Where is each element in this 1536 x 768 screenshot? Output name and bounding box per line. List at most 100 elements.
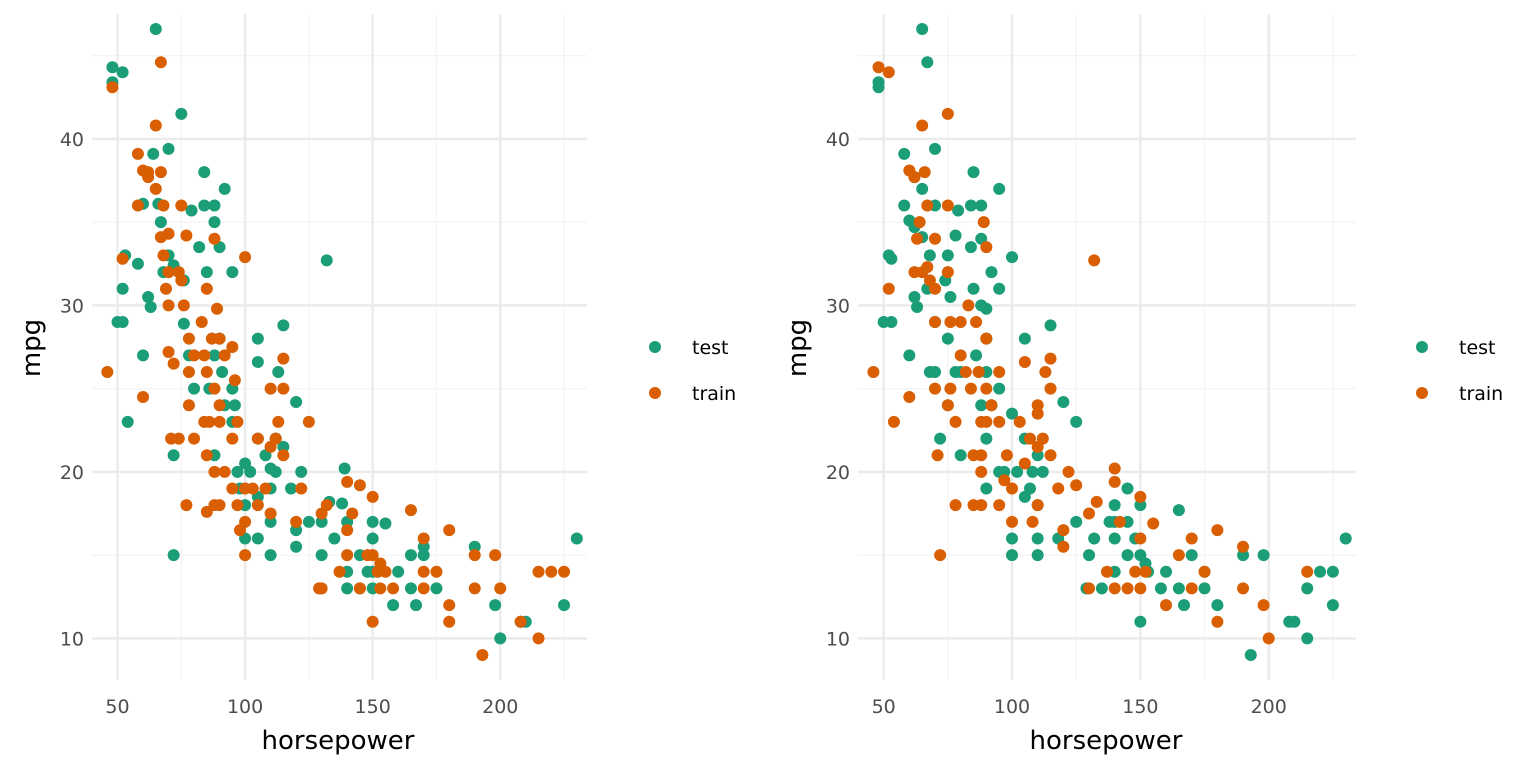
point-test-left (264, 515, 277, 528)
point-test-left (366, 515, 379, 528)
point-test-right (967, 166, 980, 179)
point-train-left (182, 365, 195, 378)
point-test-right (1006, 532, 1019, 545)
x-axis-title-left: horsepower (262, 726, 415, 756)
point-test-left (269, 465, 282, 478)
y-tick-label-left: 40 (60, 129, 84, 151)
point-test-right (1178, 599, 1191, 612)
point-train-left (180, 229, 193, 242)
point-test-right (1070, 415, 1083, 428)
point-train-left (251, 499, 264, 512)
point-train-left (269, 432, 282, 445)
point-train-right (1160, 599, 1173, 612)
point-test-right (1237, 549, 1250, 562)
point-train-right (1031, 499, 1044, 512)
point-test-right (1288, 615, 1301, 628)
point-test-left (167, 549, 180, 562)
point-test-left (116, 316, 129, 329)
panel-right: 50 100 150 200 10 20 30 40 horsepower mpg test … (783, 14, 1503, 756)
point-test-right (952, 204, 965, 217)
x-tick-label-left: 200 (482, 696, 518, 718)
point-test-right (929, 142, 942, 155)
point-test-right (1044, 319, 1057, 332)
point-train-right (975, 499, 988, 512)
point-test-right (1160, 565, 1173, 578)
point-test-left (193, 241, 206, 254)
point-test-left (302, 515, 315, 528)
point-train-left (545, 565, 558, 578)
point-train-right (1108, 582, 1121, 595)
point-test-right (1108, 532, 1121, 545)
point-train-left (218, 465, 231, 478)
point-test-left (295, 465, 308, 478)
y-axis-title-left: mpg (17, 319, 47, 377)
point-train-right (1023, 432, 1036, 445)
point-train-right (980, 415, 993, 428)
point-test-left (149, 22, 162, 35)
x-tick-label-left: 150 (355, 696, 391, 718)
point-train-left (200, 282, 213, 295)
point-train-left (198, 349, 211, 362)
point-test-left (392, 565, 405, 578)
point-test-left (218, 182, 231, 195)
point-train-right (970, 316, 983, 329)
point-train-left (353, 479, 366, 492)
x-tick-label-left: 100 (227, 696, 263, 718)
point-train-left (188, 432, 201, 445)
point-test-left (177, 317, 190, 330)
point-test-left (320, 254, 333, 267)
point-test-right (1006, 251, 1019, 264)
point-test-left (208, 349, 221, 362)
point-test-left (188, 382, 201, 395)
point-test-right (1031, 549, 1044, 562)
point-test-right (1301, 582, 1314, 595)
point-train-right (921, 199, 934, 212)
point-test-right (954, 449, 967, 462)
point-test-right (872, 81, 885, 94)
point-test-left (272, 365, 285, 378)
point-train-left (182, 399, 195, 412)
point-test-left (489, 599, 502, 612)
point-train-right (975, 465, 988, 478)
y-tick-label-left: 20 (60, 462, 84, 484)
point-test-left (154, 216, 167, 229)
point-test-right (1244, 649, 1257, 662)
point-test-left (404, 549, 417, 562)
point-train-left (277, 382, 290, 395)
legend-marker-train-right (1416, 387, 1428, 399)
point-train-left (162, 345, 175, 358)
point-train-right (1237, 540, 1250, 553)
point-test-right (944, 291, 957, 304)
point-test-right (1070, 515, 1083, 528)
point-train-right (887, 415, 900, 428)
legend-marker-test-right (1416, 341, 1428, 353)
point-test-right (911, 301, 924, 314)
point-test-right (1326, 599, 1339, 612)
point-train-left (180, 499, 193, 512)
point-test-left (116, 66, 129, 79)
point-test-left (277, 319, 290, 332)
point-test-right (1257, 549, 1270, 562)
point-train-left (195, 316, 208, 329)
point-train-right (1006, 482, 1019, 495)
point-train-left (101, 365, 114, 378)
tick-labels-right: 50 100 150 200 10 20 30 40 (826, 129, 1287, 718)
point-train-right (1044, 382, 1057, 395)
point-train-left (231, 415, 244, 428)
point-train-left (489, 549, 502, 562)
point-train-right (929, 382, 942, 395)
point-test-left (366, 532, 379, 545)
point-train-left (137, 390, 150, 403)
point-test-right (998, 465, 1011, 478)
point-test-left (410, 599, 423, 612)
point-train-right (911, 232, 924, 245)
point-train-left (162, 299, 175, 312)
point-train-right (1018, 457, 1031, 470)
point-test-right (1036, 465, 1049, 478)
point-train-left (366, 549, 379, 562)
point-test-right (929, 365, 942, 378)
point-test-left (277, 440, 290, 453)
point-train-left (213, 399, 226, 412)
point-train-left (175, 274, 188, 287)
point-test-left (336, 497, 349, 510)
